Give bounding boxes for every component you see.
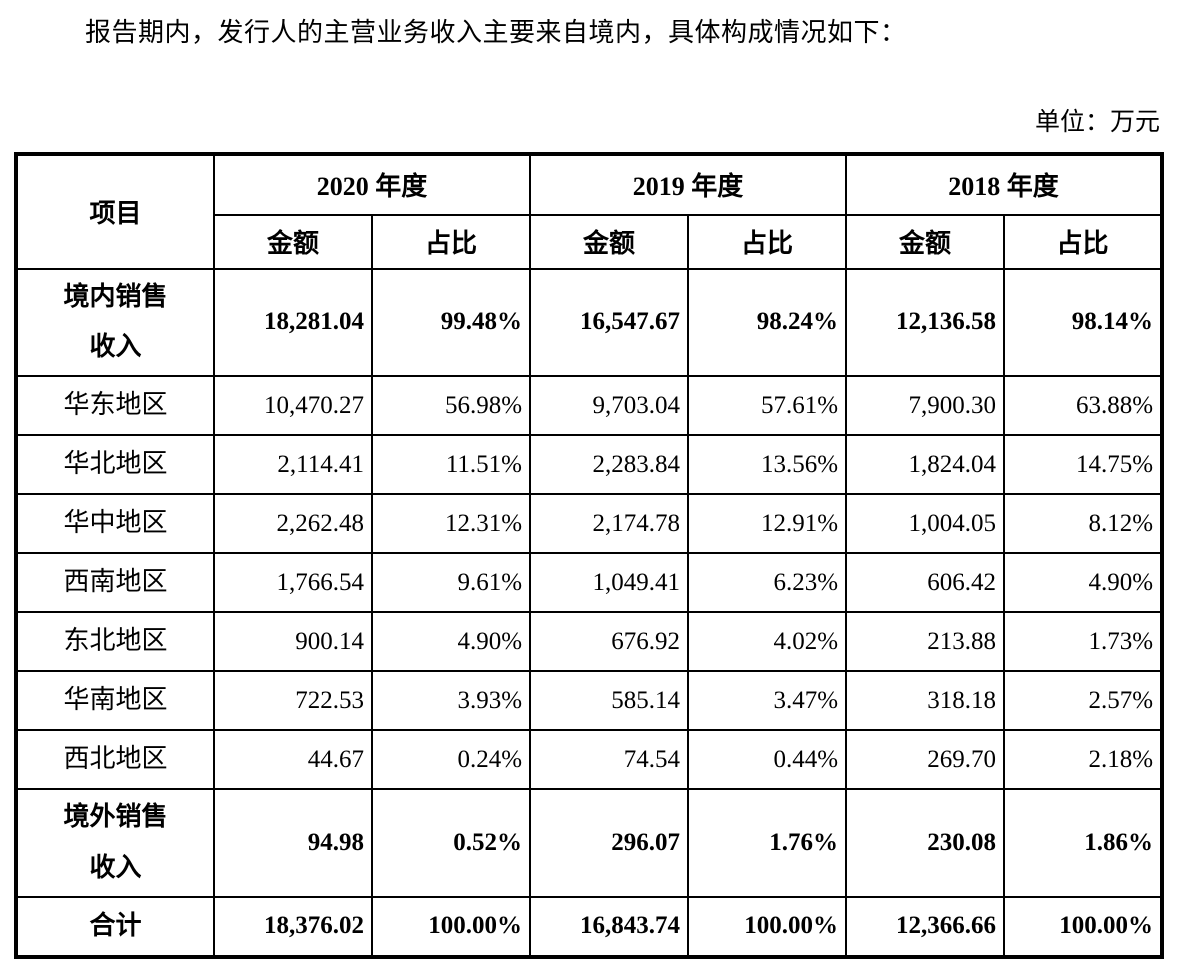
row-label: 西北地区	[15, 729, 215, 791]
column-header-year-2019: 2019 年度	[529, 152, 848, 216]
table-row: 东北地区 900.14 4.90% 676.92 4.02% 213.88 1.…	[15, 611, 1164, 673]
cell-2018-ratio: 4.90%	[1003, 552, 1164, 614]
row-label: 境内销售 收入	[15, 267, 215, 378]
column-header-year-2020: 2020 年度	[212, 152, 532, 216]
subheader-2019-amount: 金额	[529, 213, 690, 270]
cell-2019-ratio: 100.00%	[687, 895, 848, 958]
cell-2019-ratio: 57.61%	[687, 375, 848, 437]
cell-2020-ratio: 0.52%	[370, 788, 532, 898]
table-row: 西南地区 1,766.54 9.61% 1,049.41 6.23% 606.4…	[15, 552, 1164, 614]
table-row: 华北地区 2,114.41 11.51% 2,283.84 13.56% 1,8…	[15, 434, 1164, 496]
cell-2018-amount: 213.88	[845, 611, 1006, 673]
table-row: 境内销售 收入 18,281.04 99.48% 16,547.67 98.24…	[15, 267, 1164, 378]
cell-2018-amount: 230.08	[845, 788, 1006, 898]
cell-2020-amount: 18,281.04	[213, 267, 373, 378]
cell-2018-amount: 1,004.05	[845, 493, 1006, 555]
cell-2019-ratio: 13.56%	[687, 434, 848, 496]
cell-2018-amount: 269.70	[845, 729, 1006, 791]
cell-2018-ratio: 100.00%	[1003, 895, 1164, 958]
row-label: 华南地区	[15, 670, 215, 732]
cell-2020-ratio: 56.98%	[370, 375, 532, 437]
cell-2018-amount: 12,366.66	[845, 895, 1006, 958]
subheader-2020-ratio: 占比	[370, 213, 532, 270]
row-label: 合计	[15, 895, 215, 958]
cell-2019-amount: 1,049.41	[529, 552, 690, 614]
unit-label: 单位：万元	[1034, 108, 1160, 136]
row-label: 东北地区	[15, 611, 215, 673]
row-label: 西南地区	[15, 552, 215, 614]
cell-2019-amount: 296.07	[529, 788, 690, 898]
cell-2020-ratio: 9.61%	[370, 552, 532, 614]
cell-2020-ratio: 100.00%	[370, 895, 532, 958]
cell-2020-amount: 18,376.02	[213, 895, 373, 958]
cell-2018-amount: 7,900.30	[845, 375, 1006, 437]
cell-2018-amount: 318.18	[845, 670, 1006, 732]
cell-2020-amount: 44.67	[213, 729, 373, 791]
cell-2020-amount: 2,262.48	[213, 493, 373, 555]
cell-2020-amount: 2,114.41	[213, 434, 373, 496]
cell-2018-ratio: 63.88%	[1003, 375, 1164, 437]
row-label: 华东地区	[15, 375, 215, 437]
table-row: 西北地区 44.67 0.24% 74.54 0.44% 269.70 2.18…	[15, 729, 1164, 791]
cell-2019-ratio: 4.02%	[687, 611, 848, 673]
cell-2020-ratio: 3.93%	[370, 670, 532, 732]
subheader-2019-ratio: 占比	[687, 213, 848, 270]
cell-2019-amount: 2,283.84	[529, 434, 690, 496]
table-row: 华东地区 10,470.27 56.98% 9,703.04 57.61% 7,…	[15, 375, 1164, 437]
cell-2019-ratio: 98.24%	[687, 267, 848, 378]
subheader-2018-ratio: 占比	[1003, 213, 1164, 270]
cell-2018-ratio: 2.18%	[1003, 729, 1164, 791]
cell-2020-amount: 10,470.27	[213, 375, 373, 437]
cell-2020-ratio: 4.90%	[370, 611, 532, 673]
cell-2019-ratio: 0.44%	[687, 729, 848, 791]
cell-2018-ratio: 2.57%	[1003, 670, 1164, 732]
intro-paragraph: 报告期内，发行人的主营业务收入主要来自境内，具体构成情况如下：	[85, 18, 907, 47]
cell-2018-amount: 606.42	[845, 552, 1006, 614]
table-row: 华南地区 722.53 3.93% 585.14 3.47% 318.18 2.…	[15, 670, 1164, 732]
cell-2018-ratio: 8.12%	[1003, 493, 1164, 555]
cell-2020-amount: 1,766.54	[213, 552, 373, 614]
cell-2020-ratio: 0.24%	[370, 729, 532, 791]
cell-2020-amount: 722.53	[213, 670, 373, 732]
table-row: 境外销售 收入 94.98 0.52% 296.07 1.76% 230.08 …	[15, 788, 1164, 898]
cell-2018-ratio: 1.73%	[1003, 611, 1164, 673]
cell-2019-amount: 16,547.67	[529, 267, 690, 378]
header-row-subheaders: 金额 占比 金额 占比 金额 占比	[16, 213, 1164, 270]
subheader-2020-amount: 金额	[213, 213, 373, 270]
table-row: 合计 18,376.02 100.00% 16,843.74 100.00% 1…	[15, 895, 1164, 958]
row-label: 华北地区	[15, 434, 215, 496]
cell-2019-ratio: 1.76%	[687, 788, 848, 898]
cell-2019-amount: 74.54	[529, 729, 690, 791]
cell-2020-amount: 900.14	[213, 611, 373, 673]
column-header-year-2018: 2018 年度	[845, 152, 1164, 216]
header-row-years: 项目 2020 年度 2019 年度 2018 年度	[15, 152, 1164, 270]
cell-2018-ratio: 1.86%	[1003, 788, 1164, 898]
column-header-item: 项目	[15, 152, 215, 270]
cell-2018-ratio: 98.14%	[1003, 267, 1164, 378]
row-label: 华中地区	[15, 493, 215, 555]
cell-2018-amount: 1,824.04	[845, 434, 1006, 496]
cell-2020-ratio: 12.31%	[370, 493, 532, 555]
cell-2019-amount: 2,174.78	[529, 493, 690, 555]
cell-2019-amount: 676.92	[529, 611, 690, 673]
cell-2018-ratio: 14.75%	[1003, 434, 1164, 496]
cell-2018-amount: 12,136.58	[845, 267, 1006, 378]
cell-2019-amount: 16,843.74	[529, 895, 690, 958]
cell-2019-ratio: 6.23%	[687, 552, 848, 614]
cell-2020-ratio: 99.48%	[370, 267, 532, 378]
row-label: 境外销售 收入	[15, 788, 215, 898]
subheader-2018-amount: 金额	[845, 213, 1006, 270]
cell-2019-ratio: 12.91%	[687, 493, 848, 555]
cell-2019-amount: 585.14	[529, 670, 690, 732]
cell-2019-ratio: 3.47%	[687, 670, 848, 732]
cell-2020-ratio: 11.51%	[370, 434, 532, 496]
cell-2020-amount: 94.98	[213, 788, 373, 898]
table-row: 华中地区 2,262.48 12.31% 2,174.78 12.91% 1,0…	[15, 493, 1164, 555]
revenue-composition-table: 项目 2020 年度 2019 年度 2018 年度 金额 占比 金额 占比 金…	[14, 151, 1165, 959]
cell-2019-amount: 9,703.04	[529, 375, 690, 437]
